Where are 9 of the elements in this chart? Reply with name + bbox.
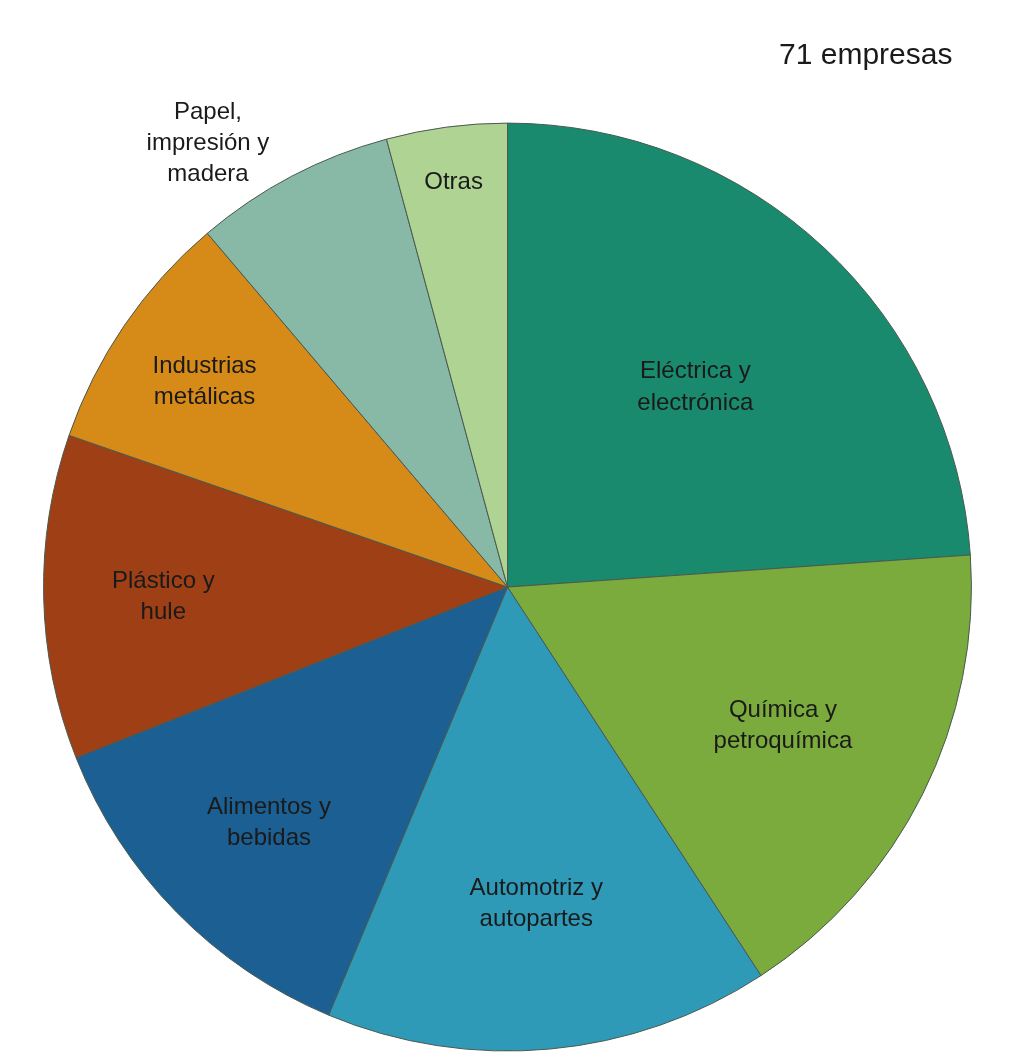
- slice-label: Plástico y hule: [111, 565, 215, 624]
- slice-label: Alimentos y bebidas: [206, 791, 332, 851]
- slice-label: Química y petroquímica: [713, 695, 853, 754]
- text: 71 empresas: [779, 37, 953, 70]
- slice-label: Otras: [424, 167, 483, 195]
- slice-label: Automotriz y autopartes: [469, 872, 603, 931]
- slice-label: Papel, impresión y madera: [146, 96, 270, 187]
- slice-label: Industrias metálicas: [152, 350, 257, 409]
- slice-label: Eléctrica y electrónica: [637, 356, 755, 415]
